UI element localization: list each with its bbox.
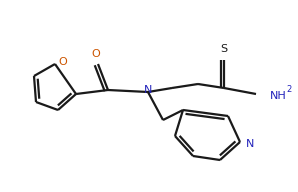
Text: O: O — [59, 57, 67, 67]
Text: 2: 2 — [286, 84, 291, 94]
Text: S: S — [221, 44, 228, 54]
Text: N: N — [246, 139, 254, 149]
Text: O: O — [91, 49, 100, 59]
Text: NH: NH — [270, 91, 287, 101]
Text: N: N — [144, 85, 152, 95]
